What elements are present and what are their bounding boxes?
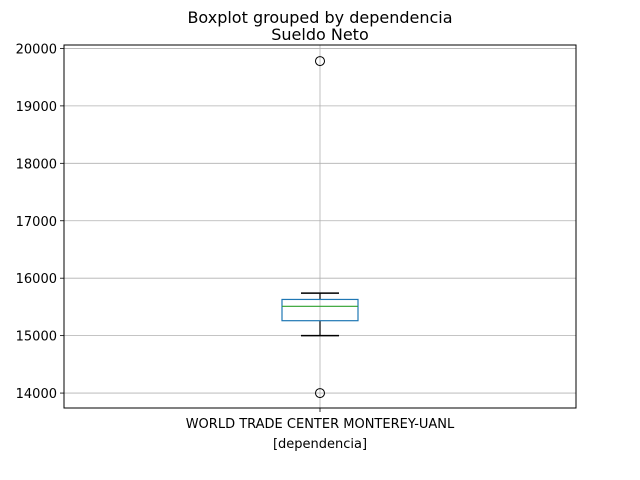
outlier-point	[315, 388, 325, 399]
x-axis-label: [dependencia]	[273, 437, 367, 452]
y-tick-label: 19000	[16, 100, 57, 115]
x-axis: WORLD TRADE CENTER MONTEREY-UANL	[186, 408, 455, 432]
y-tick-label: 16000	[16, 272, 57, 287]
chart-suptitle: Boxplot grouped by dependencia	[187, 8, 452, 27]
y-tick-label: 14000	[16, 387, 57, 402]
y-axis: 14000 15000 16000 17000 18000 19000 20000	[16, 42, 64, 402]
y-tick-label: 20000	[16, 42, 57, 57]
box-plot	[281, 56, 359, 399]
y-tick-label: 18000	[16, 157, 57, 172]
outlier-point	[315, 56, 325, 67]
iqr-box	[281, 298, 359, 322]
chart-title: Sueldo Neto	[271, 25, 369, 44]
y-tick-label: 17000	[16, 215, 57, 230]
x-tick-label: WORLD TRADE CENTER MONTEREY-UANL	[186, 417, 455, 432]
y-tick-label: 15000	[16, 330, 57, 345]
box-group	[281, 56, 359, 399]
